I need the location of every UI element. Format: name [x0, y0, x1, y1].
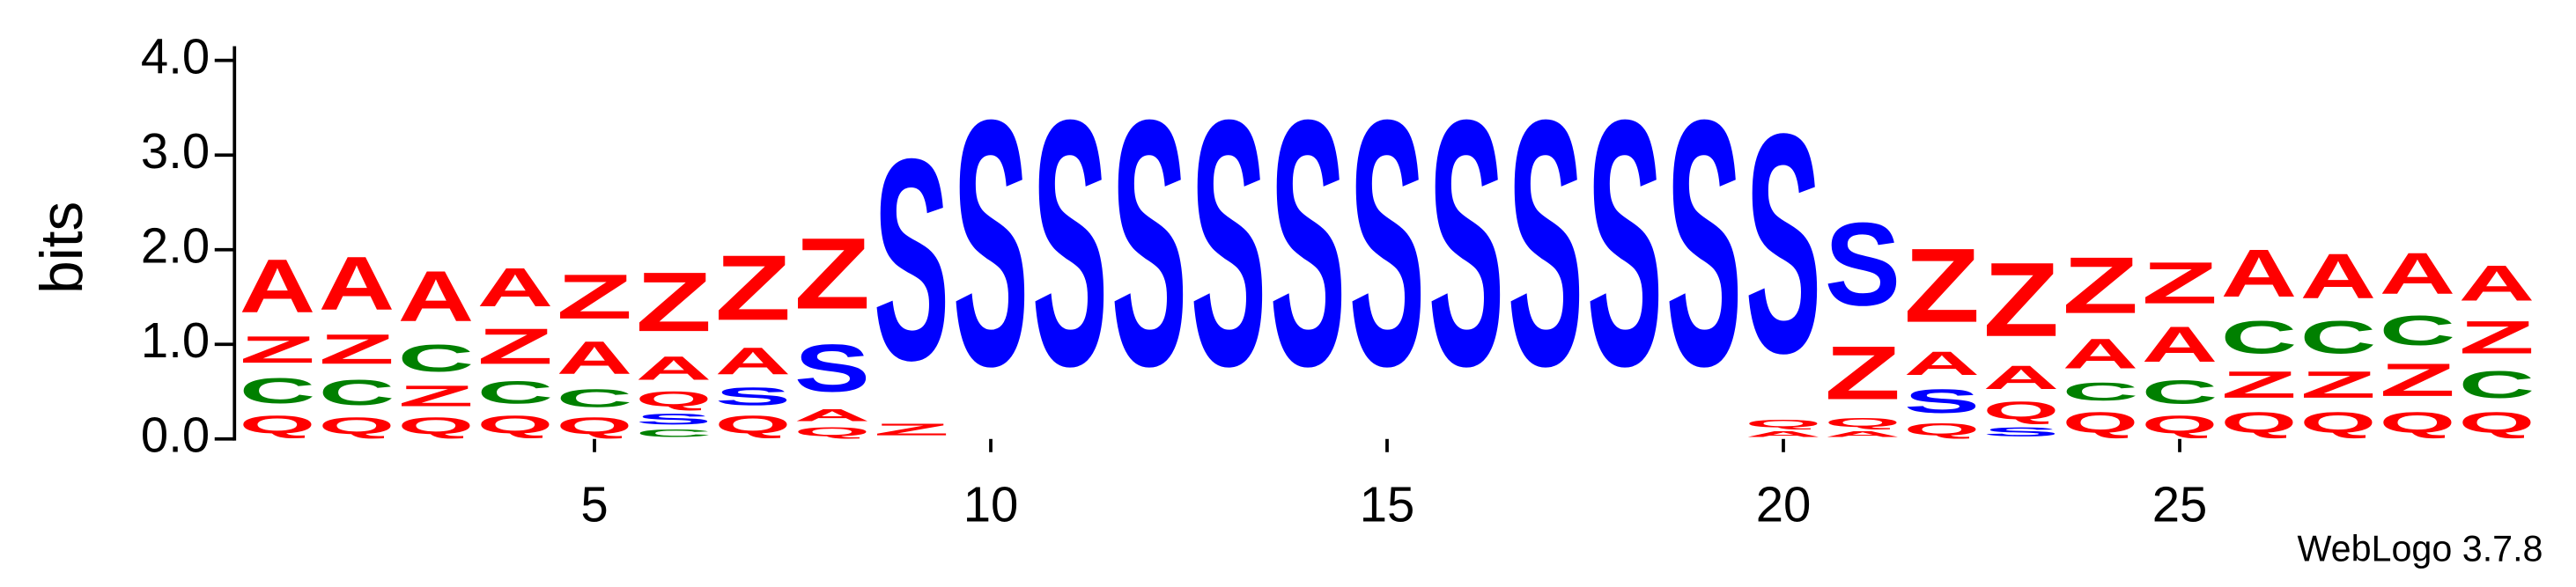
logo-letter: Q — [319, 413, 395, 439]
logo-letter: A — [557, 332, 632, 384]
logo-letter: S — [1983, 425, 2059, 439]
logo-letter: A — [240, 245, 315, 329]
logo-letter: A — [2063, 330, 2138, 378]
logo-letter: C — [557, 385, 632, 413]
logo-letter: C — [636, 428, 712, 439]
logo-letter: C — [398, 337, 474, 379]
logo-letter: S — [1508, 47, 1583, 438]
logo-letter: A — [1983, 359, 2059, 397]
logo-letter: Z — [1825, 330, 1901, 415]
y-tick-label: 4.0 — [141, 29, 210, 84]
logo-letter: Z — [715, 237, 791, 341]
logo-letter: Q — [477, 411, 553, 439]
logo-letter: Z — [2063, 241, 2138, 331]
logo-letter: Z — [240, 328, 315, 371]
logo-letter: C — [2300, 312, 2376, 363]
logo-letter: A — [398, 256, 474, 337]
logo-letter: S — [1587, 47, 1663, 438]
logo-letter: Z — [477, 318, 553, 375]
logo-letter: Q — [398, 413, 474, 439]
logo-letter: A — [794, 406, 870, 425]
logo-letter: A — [2300, 240, 2376, 311]
logo-letter: S — [1666, 47, 1742, 438]
logo-letter: Z — [2459, 312, 2535, 363]
logo-letter: S — [1349, 47, 1425, 438]
x-tick-label: 10 — [963, 476, 1019, 532]
x-tick-label: 15 — [1360, 476, 1415, 532]
logo-letter: Q — [240, 411, 315, 439]
logo-letter: C — [2063, 378, 2138, 406]
logo-letter: A — [715, 341, 791, 383]
logo-letter: S — [1111, 47, 1187, 438]
logo-letter: C — [319, 372, 395, 412]
logo-letter: Q — [2459, 407, 2535, 439]
logo-letter: Z — [319, 326, 395, 373]
x-tick-label: 5 — [580, 476, 608, 532]
footer: WebLogo 3.7.8 — [2297, 529, 2543, 569]
y-tick-label: 3.0 — [141, 123, 210, 179]
logo-letter: Q — [636, 387, 712, 411]
logo-letter: Q — [1746, 418, 1821, 429]
logo-letter: Q — [2142, 411, 2218, 439]
x-tick-label: 20 — [1756, 476, 1812, 532]
logo-letter: C — [477, 375, 553, 411]
logo-letter: Z — [1904, 226, 1980, 345]
logo-letter: A — [477, 257, 553, 318]
logo-letter: Q — [1983, 397, 2059, 425]
logo-letter: Q — [2380, 407, 2455, 439]
logo-letter: Z — [2380, 354, 2455, 406]
logo-letter: C — [2380, 307, 2455, 355]
logo-letter: S — [1032, 47, 1108, 438]
logo-letter: A — [2459, 254, 2535, 311]
logo-letter: S — [715, 382, 791, 410]
logo-letter: Z — [2221, 363, 2297, 406]
logo-letter: Q — [794, 425, 870, 439]
logo-letter: C — [2459, 363, 2535, 406]
y-axis-label: bits — [29, 202, 95, 294]
logo-letter: A — [1825, 429, 1901, 439]
logo-letter: S — [1191, 47, 1266, 438]
logo-letter: A — [1904, 344, 1980, 382]
logo-letter: Z — [2300, 363, 2376, 406]
logo-letter: A — [636, 349, 712, 387]
logo-letter: A — [1746, 429, 1821, 439]
logo-letter: C — [2221, 312, 2297, 363]
logo-letter: Q — [557, 413, 632, 439]
logo-letter: S — [953, 47, 1029, 438]
y-tick-label: 1.0 — [141, 312, 210, 368]
logo-letter: S — [636, 410, 712, 427]
logo-letter: A — [2380, 240, 2455, 307]
logo-letter: S — [1270, 47, 1346, 438]
x-tick-label: 25 — [2152, 476, 2208, 532]
logo-letter: Q — [2063, 407, 2138, 439]
logo-letter: Z — [1983, 240, 2059, 359]
logo-letter: A — [2142, 316, 2218, 372]
logo-letter: Q — [715, 411, 791, 439]
y-tick-label: 2.0 — [141, 218, 210, 274]
logo-letter: S — [1746, 69, 1821, 418]
logo-letter: S — [1825, 198, 1901, 330]
logo-letter: S — [1904, 383, 1980, 421]
y-tick-label: 0.0 — [141, 407, 210, 463]
logo-letter: Z — [794, 217, 870, 331]
logo-letter: Z — [874, 421, 949, 439]
logo-letter: Z — [636, 255, 712, 349]
logo-letter: Z — [557, 260, 632, 332]
logo-letter: Q — [1904, 420, 1980, 438]
logo-letter: Q — [1825, 415, 1901, 429]
logo-letter: Q — [2221, 407, 2297, 439]
logo-letter: Z — [398, 379, 474, 413]
logo-letter: Q — [2300, 407, 2376, 439]
logo-letter: A — [2221, 236, 2297, 312]
logo-letter: S — [874, 99, 949, 420]
logo-letter: A — [319, 241, 395, 326]
logo-letter: C — [2142, 373, 2218, 411]
logo-letter: C — [240, 371, 315, 410]
logo-letter: S — [1428, 47, 1504, 438]
logo-letter: S — [794, 331, 870, 407]
logo-letter: Z — [2142, 251, 2218, 317]
